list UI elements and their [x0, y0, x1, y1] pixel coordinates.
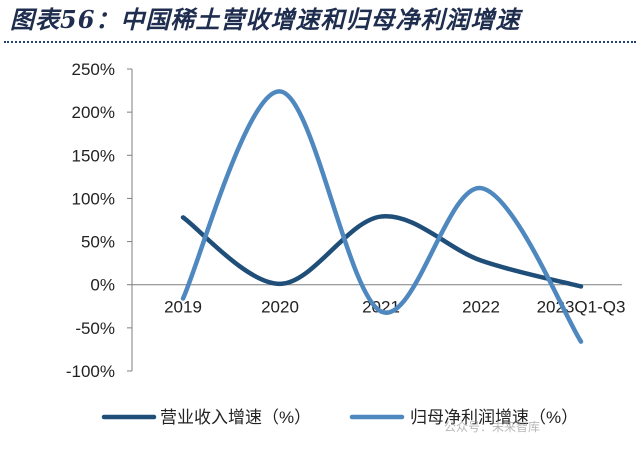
watermark-text: 公众号：未来智库 [444, 419, 540, 434]
y-tick-label: 250% [72, 60, 115, 79]
legend-label-2: 归母净利润增速（%） [410, 408, 578, 427]
legend-layer: 营业收入增速（%） 归母净利润增速（%） [101, 408, 578, 427]
title-divider [4, 41, 636, 43]
x-tick-label: 2023Q1-Q3 [537, 298, 626, 317]
y-tick-label: 200% [72, 103, 115, 122]
x-tick-label: 2020 [261, 298, 299, 317]
series-line-2 [180, 89, 584, 344]
series-line-1 [180, 214, 584, 289]
axis-layer: 250% 200% 150% 100% 50% 0% -50% -100% 2019 2020 20… [66, 60, 626, 381]
y-tick-label: 0% [90, 276, 115, 295]
chart-title: 图表56：中国稀土营收增速和归母净利润增速 [10, 5, 521, 34]
y-tick-label: 50% [81, 233, 115, 252]
y-tick-label: 100% [72, 189, 115, 208]
x-tick-label: 2019 [164, 298, 202, 317]
legend-label-1: 营业收入增速（%） [160, 408, 311, 427]
series-layer [180, 89, 584, 344]
y-tick-label: -100% [66, 362, 115, 381]
y-tick-label: 150% [72, 146, 115, 165]
y-tick-label: -50% [75, 319, 115, 338]
x-tick-label: 2022 [462, 298, 500, 317]
